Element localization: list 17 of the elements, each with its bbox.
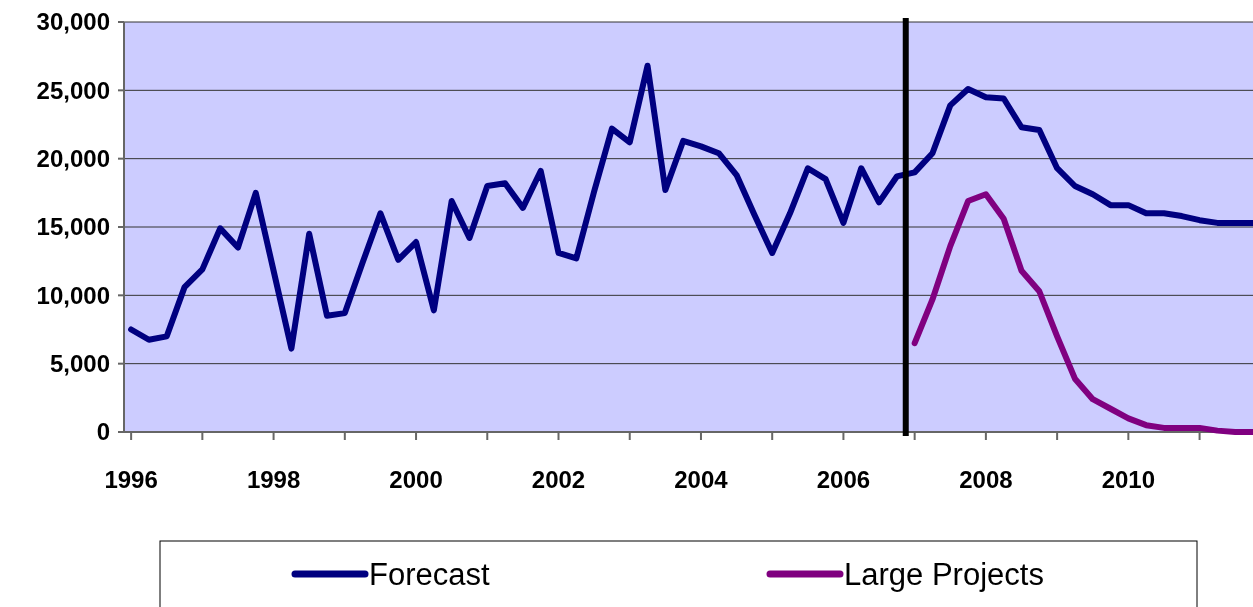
y-tick-label: 30,000 [36, 8, 110, 36]
x-tick-label: 2000 [389, 466, 443, 493]
legend-label: Forecast [369, 556, 490, 592]
y-tick-label: 25,000 [36, 76, 110, 104]
legend-label: Large Projects [844, 556, 1044, 592]
x-tick-label: 2002 [531, 466, 586, 493]
y-tick-label: 0 [96, 418, 110, 446]
x-tick-label: 1998 [246, 466, 301, 493]
x-tick-label: 2008 [959, 466, 1013, 493]
x-tick-label: 2004 [674, 466, 729, 493]
y-tick-label: 10,000 [36, 281, 110, 309]
y-tick-label: 5,000 [49, 350, 110, 378]
x-tick-label: 2006 [816, 466, 871, 493]
x-tick-label: 1996 [104, 466, 158, 493]
y-tick-label: 20,000 [36, 145, 110, 173]
x-tick-label: 2010 [1101, 466, 1156, 493]
y-tick-label: 15,000 [36, 213, 110, 241]
